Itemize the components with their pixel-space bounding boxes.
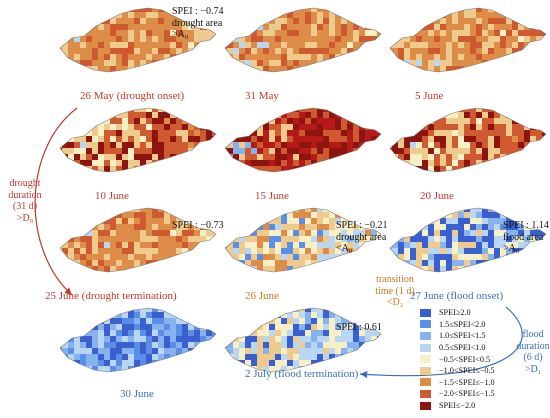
flood-duration-label: flood duration (6 d) >D₁ [516,329,550,375]
legend-row: 1.0≤SPEI<1.5 [420,330,546,342]
legend-label: −2.0<SPEI≤−1.5 [439,389,495,399]
legend-row: SPEI≥2.0 [420,307,546,319]
legend-swatch [420,308,431,317]
legend-row: −2.0<SPEI≤−1.5 [420,388,546,400]
legend-swatch [420,401,431,410]
note-2-july: SPEI : 0.61 [336,322,382,333]
spei-map [224,7,382,73]
map-caption: 10 June [95,190,129,202]
legend-row: 0.5≤SPEI<1.0 [420,342,546,354]
legend-label: 0.5≤SPEI<1.0 [439,343,486,353]
legend-swatch [420,389,431,398]
legend-label: SPEI≤−2.0 [439,401,476,411]
spei-map [59,307,217,373]
legend-swatch [420,378,431,387]
legend-row: −1.5<SPEI≤−1.0 [420,377,546,389]
transition-time-label: transition time (1 d) <D₂ [375,274,415,308]
spei-legend: SPEI≥2.0 1.5≤SPEI<2.0 1.0≤SPEI<1.5 0.5≤S… [420,307,546,411]
legend-swatch [420,320,431,329]
note-26-june: SPEI : −0.21 drought area <A₀ [336,220,388,254]
spei-map [224,207,382,273]
legend-swatch [420,366,431,375]
note-26-may: SPEI : −0.74 drought area >A₀ [172,6,224,40]
legend-row: −0.5<SPEI<0.5 [420,353,546,365]
legend-label: SPEI≥2.0 [439,308,471,318]
map-caption: 2 July (flood termination) [245,368,359,380]
legend-label: −1.0<SPEI≤−0.5 [439,366,495,376]
legend-label: −0.5<SPEI<0.5 [439,354,491,364]
map-caption: 27 June (flood onset) [410,290,504,302]
spei-map [59,207,217,273]
legend-swatch [420,355,431,364]
legend-swatch [420,343,431,352]
spei-map [389,7,547,73]
map-caption: 25 June (drought termination) [45,290,177,302]
spei-map [389,207,547,273]
note-27-june: SPEI : 1.14 flood area >A₀ [503,220,549,254]
map-caption: 5 June [415,90,444,102]
map-caption: 31 May [245,90,279,102]
spei-map [224,307,382,373]
legend-row: −1.0<SPEI≤−0.5 [420,365,546,377]
drought-duration-arrow [34,107,78,296]
legend-label: 1.0≤SPEI<1.5 [439,331,486,341]
legend-swatch [420,331,431,340]
map-caption: 20 June [420,190,454,202]
map-caption: 26 June [245,290,279,302]
spei-map [389,107,547,173]
spei-map [59,7,217,73]
map-caption: 30 June [120,388,154,400]
map-caption: 15 June [255,190,289,202]
spei-map [224,107,382,173]
flood-duration-arrow [359,306,523,379]
map-caption: 26 May (drought onset) [80,90,185,102]
legend-row: 1.5≤SPEI<2.0 [420,319,546,331]
legend-label: −1.5<SPEI≤−1.0 [439,377,495,387]
legend-label: 1.5≤SPEI<2.0 [439,319,486,329]
note-25-june: SPEI : −0.73 [172,220,224,231]
drought-duration-label: drought duration (31 d) >D₀ [8,178,42,224]
spei-map [59,107,217,173]
legend-row: SPEI≤−2.0 [420,400,546,412]
